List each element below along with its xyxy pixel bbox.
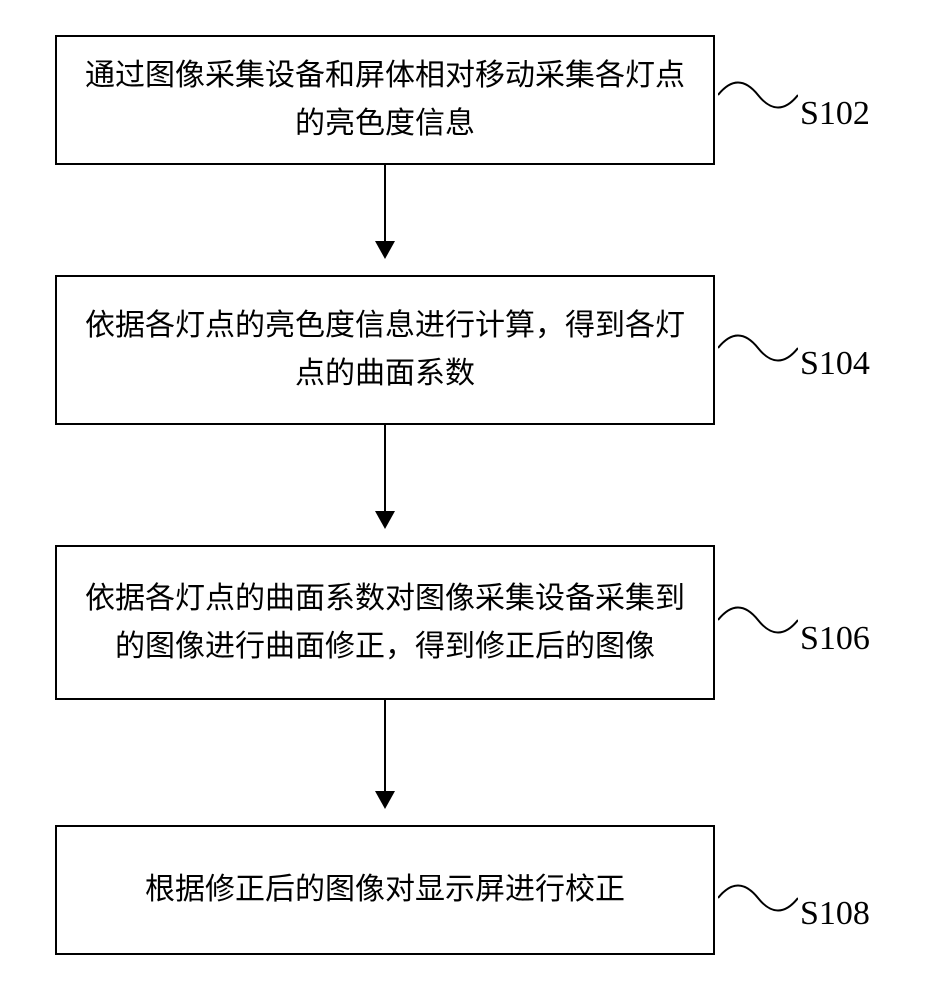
connector-squiggle — [718, 590, 798, 650]
step-box-s104: 依据各灯点的亮色度信息进行计算，得到各灯点的曲面系数 — [55, 275, 715, 425]
connector-squiggle — [718, 65, 798, 125]
step-text: 根据修正后的图像对显示屏进行校正 — [145, 866, 625, 914]
step-text: 依据各灯点的曲面系数对图像采集设备采集到的图像进行曲面修正，得到修正后的图像 — [77, 575, 693, 671]
arrow-down — [384, 700, 386, 807]
arrow-down — [384, 165, 386, 257]
step-label-s106: S106 — [800, 620, 870, 658]
step-text: 通过图像采集设备和屏体相对移动采集各灯点的亮色度信息 — [77, 52, 693, 148]
step-label-s102: S102 — [800, 95, 870, 133]
step-box-s108: 根据修正后的图像对显示屏进行校正 — [55, 825, 715, 955]
step-box-s102: 通过图像采集设备和屏体相对移动采集各灯点的亮色度信息 — [55, 35, 715, 165]
connector-squiggle — [718, 868, 798, 928]
step-label-s104: S104 — [800, 345, 870, 383]
arrow-down — [384, 425, 386, 527]
connector-squiggle — [718, 318, 798, 378]
step-box-s106: 依据各灯点的曲面系数对图像采集设备采集到的图像进行曲面修正，得到修正后的图像 — [55, 545, 715, 700]
flowchart-container: 通过图像采集设备和屏体相对移动采集各灯点的亮色度信息 S102 依据各灯点的亮色… — [0, 0, 933, 998]
step-label-s108: S108 — [800, 895, 870, 933]
step-text: 依据各灯点的亮色度信息进行计算，得到各灯点的曲面系数 — [77, 302, 693, 398]
